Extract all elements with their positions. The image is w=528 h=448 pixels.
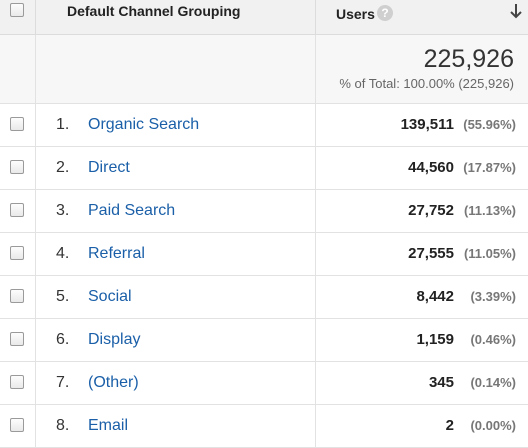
users-cell: 1,159 (0.46%) <box>316 319 528 361</box>
row-checkbox[interactable] <box>10 203 24 217</box>
channel-cell: 3. Paid Search <box>36 190 316 232</box>
row-index: 4. <box>56 245 70 262</box>
row-checkbox[interactable] <box>10 332 24 346</box>
channel-cell: 5. Social <box>36 276 316 318</box>
users-value: 27,555 <box>408 245 454 262</box>
users-value: 27,752 <box>408 202 454 219</box>
channel-link[interactable]: (Other) <box>88 374 139 391</box>
row-select-cell <box>0 233 36 275</box>
channel-link[interactable]: Email <box>88 417 129 434</box>
row-index: 1. <box>56 116 70 133</box>
users-percent: (0.00%) <box>470 418 516 433</box>
users-cell: 345 (0.14%) <box>316 362 528 404</box>
users-value: 139,511 <box>400 116 454 133</box>
table-header: Default Channel Grouping Users ? <box>0 0 528 35</box>
select-all-checkbox[interactable] <box>10 3 24 17</box>
dimension-column-label: Default Channel Grouping <box>67 3 241 19</box>
row-select-cell <box>0 190 36 232</box>
channel-link[interactable]: Display <box>88 331 141 348</box>
channel-cell: 4. Referral <box>36 233 316 275</box>
users-percent: (55.96%) <box>463 117 516 132</box>
users-cell: 2 (0.00%) <box>316 405 528 447</box>
channel-cell: 2. Direct <box>36 147 316 189</box>
row-checkbox[interactable] <box>10 375 24 389</box>
totals-row: 225,926 % of Total: 100.00% (225,926) <box>0 35 528 104</box>
users-percent: (11.05%) <box>463 246 516 261</box>
row-select-cell <box>0 319 36 361</box>
channel-cell: 7. (Other) <box>36 362 316 404</box>
table-row: 1. Organic Search 139,511 (55.96%) <box>0 104 528 147</box>
channel-link[interactable]: Organic Search <box>88 116 200 133</box>
row-select-cell <box>0 362 36 404</box>
row-select-cell <box>0 405 36 447</box>
total-users-percent: % of Total: 100.00% (225,926) <box>339 76 514 91</box>
row-select-cell <box>0 276 36 318</box>
row-checkbox[interactable] <box>10 160 24 174</box>
users-cell: 27,555 (11.05%) <box>316 233 528 275</box>
users-value: 2 <box>445 417 454 434</box>
question-mark-icon[interactable]: ? <box>377 5 393 21</box>
row-index: 5. <box>56 288 70 305</box>
channel-cell: 1. Organic Search <box>36 104 316 146</box>
users-value: 1,159 <box>416 331 454 348</box>
row-index: 2. <box>56 159 70 176</box>
total-users-value: 225,926 <box>423 45 514 73</box>
users-cell: 44,560 (17.87%) <box>316 147 528 189</box>
header-select-all-cell <box>0 0 36 34</box>
users-percent: (17.87%) <box>463 160 516 175</box>
row-checkbox[interactable] <box>10 418 24 432</box>
table-row: 6. Display 1,159 (0.46%) <box>0 319 528 362</box>
channel-link[interactable]: Referral <box>88 245 145 262</box>
users-value: 345 <box>428 374 454 391</box>
table-row: 7. (Other) 345 (0.14%) <box>0 362 528 405</box>
table-row: 2. Direct 44,560 (17.87%) <box>0 147 528 190</box>
totals-value-cell: 225,926 % of Total: 100.00% (225,926) <box>316 35 528 103</box>
channel-cell: 8. Email <box>36 405 316 447</box>
row-checkbox[interactable] <box>10 117 24 131</box>
users-column-header[interactable]: Users ? <box>316 0 528 34</box>
table-row: 4. Referral 27,555 (11.05%) <box>0 233 528 276</box>
users-column-label: Users <box>336 6 375 22</box>
row-checkbox[interactable] <box>10 246 24 260</box>
channel-link[interactable]: Direct <box>88 159 130 176</box>
channel-cell: 6. Display <box>36 319 316 361</box>
row-select-cell <box>0 147 36 189</box>
users-value: 44,560 <box>408 159 454 176</box>
users-percent: (11.13%) <box>463 203 516 218</box>
row-index: 3. <box>56 202 70 219</box>
table-row: 3. Paid Search 27,752 (11.13%) <box>0 190 528 233</box>
channel-link[interactable]: Paid Search <box>88 202 176 219</box>
totals-label-cell <box>0 35 316 103</box>
arrow-down-icon[interactable] <box>509 3 523 19</box>
users-percent: (0.14%) <box>470 375 516 390</box>
users-cell: 8,442 (3.39%) <box>316 276 528 318</box>
channel-link[interactable]: Social <box>88 288 132 305</box>
users-value: 8,442 <box>416 288 454 305</box>
dimension-column-header[interactable]: Default Channel Grouping <box>36 0 316 34</box>
users-cell: 27,752 (11.13%) <box>316 190 528 232</box>
row-checkbox[interactable] <box>10 289 24 303</box>
row-index: 8. <box>56 417 70 434</box>
row-index: 7. <box>56 374 70 391</box>
row-index: 6. <box>56 331 70 348</box>
table-row: 5. Social 8,442 (3.39%) <box>0 276 528 319</box>
users-percent: (3.39%) <box>470 289 516 304</box>
table-row: 8. Email 2 (0.00%) <box>0 405 528 448</box>
row-select-cell <box>0 104 36 146</box>
users-percent: (0.46%) <box>470 332 516 347</box>
users-cell: 139,511 (55.96%) <box>316 104 528 146</box>
